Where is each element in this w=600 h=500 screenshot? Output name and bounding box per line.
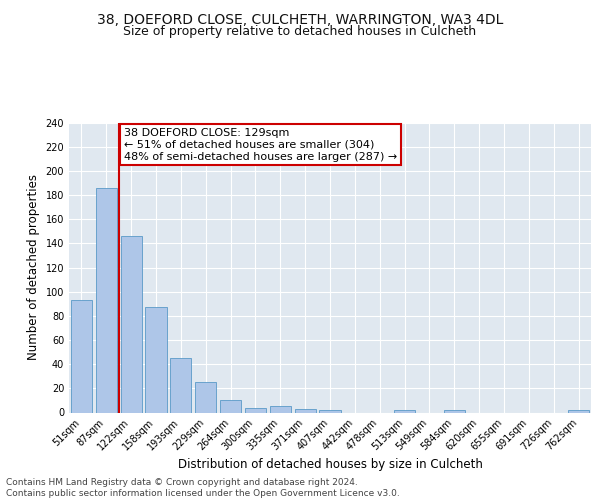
Text: Contains HM Land Registry data © Crown copyright and database right 2024.
Contai: Contains HM Land Registry data © Crown c… (6, 478, 400, 498)
Bar (270, 406, 291, 412)
Text: 38, DOEFORD CLOSE, CULCHETH, WARRINGTON, WA3 4DL: 38, DOEFORD CLOSE, CULCHETH, WARRINGTON,… (97, 12, 503, 26)
Bar (220, 400, 241, 412)
Bar (444, 410, 465, 412)
Bar (568, 410, 589, 412)
Bar (195, 382, 216, 412)
Bar (145, 308, 167, 412)
Bar (96, 188, 117, 412)
Bar (319, 410, 341, 412)
Bar (295, 409, 316, 412)
Text: Size of property relative to detached houses in Culcheth: Size of property relative to detached ho… (124, 25, 476, 38)
X-axis label: Distribution of detached houses by size in Culcheth: Distribution of detached houses by size … (178, 458, 482, 471)
Bar (394, 410, 415, 412)
Bar (170, 358, 191, 412)
Bar (245, 408, 266, 412)
Bar (121, 236, 142, 412)
Y-axis label: Number of detached properties: Number of detached properties (27, 174, 40, 360)
Bar (71, 300, 92, 412)
Text: 38 DOEFORD CLOSE: 129sqm
← 51% of detached houses are smaller (304)
48% of semi-: 38 DOEFORD CLOSE: 129sqm ← 51% of detach… (124, 128, 397, 162)
